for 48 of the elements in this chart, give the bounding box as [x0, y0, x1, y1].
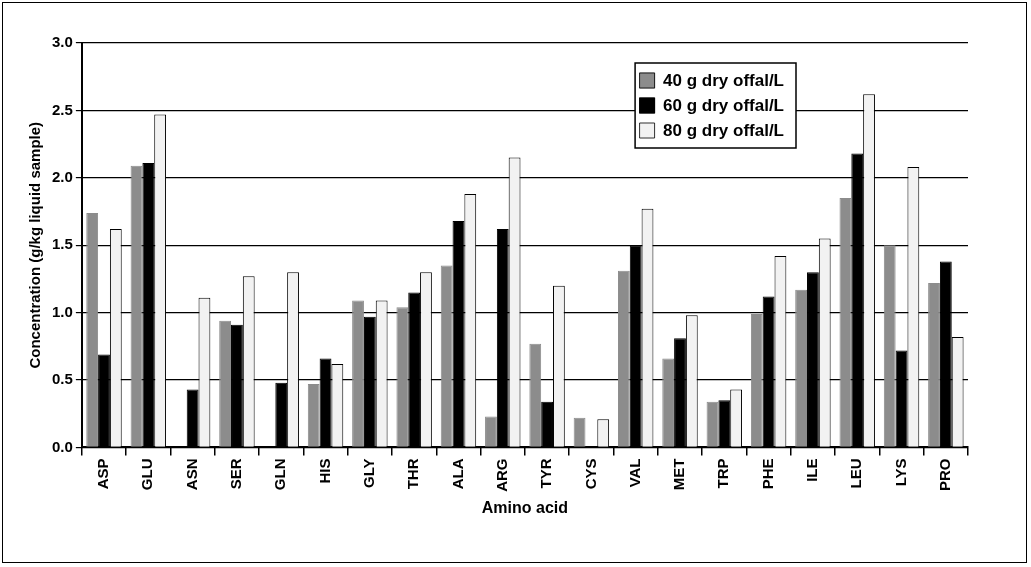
bar [396, 307, 409, 447]
bar [130, 165, 143, 447]
y-tick-label: 1.0 [51, 302, 73, 320]
bar [219, 320, 232, 447]
bar [839, 198, 852, 447]
x-axis-title: Amino acid [481, 498, 569, 516]
x-tick-label: VAL [625, 458, 643, 488]
bar [928, 282, 940, 447]
y-tick-label: 2.5 [51, 100, 73, 118]
bar [485, 416, 497, 447]
bar [750, 313, 763, 447]
x-tick-label: LYS [891, 458, 909, 487]
bar [795, 289, 808, 447]
legend-label: 40 g dry offal/L [663, 71, 785, 91]
bar [529, 343, 542, 447]
x-tick-label: GLU [138, 458, 156, 491]
bar [307, 384, 320, 447]
x-tick-label: GLY [359, 458, 377, 488]
x-tick-label: GLN [271, 458, 289, 491]
x-tick-label: ASN [182, 458, 200, 491]
bar [617, 270, 630, 447]
x-tick-label: ILE [803, 458, 821, 482]
bar [86, 212, 99, 447]
x-tick-label: TYR [537, 458, 555, 489]
bar [883, 245, 896, 447]
x-tick-label: TRP [714, 458, 732, 489]
bar [440, 265, 453, 447]
bar [662, 358, 675, 447]
y-tick-label: 0.5 [51, 370, 73, 388]
y-tick-label: 2.0 [51, 167, 73, 185]
y-tick-label: 0.0 [51, 437, 73, 455]
x-tick-label: SER [227, 458, 245, 490]
x-tick-label: ALA [448, 458, 466, 490]
x-tick-label: CYS [581, 458, 599, 490]
x-tick-label: THR [404, 458, 422, 490]
y-tick-label: 1.5 [51, 235, 73, 253]
y-axis-title: Concentration (g/kg liquid sample) [26, 121, 44, 369]
x-tick-label: ARG [492, 458, 510, 492]
x-tick-label: HIS [315, 458, 333, 484]
x-tick-label: ASP [94, 458, 112, 490]
bar [352, 300, 364, 447]
x-tick-label: PHE [758, 458, 776, 490]
x-tick-label: PRO [935, 458, 953, 491]
x-tick-label: MET [670, 458, 688, 491]
y-tick-label: 3.0 [51, 33, 73, 51]
legend-label: 80 g dry offal/L [663, 121, 785, 141]
x-tick-label: LEU [847, 458, 865, 489]
legend-label: 60 g dry offal/L [663, 96, 785, 116]
